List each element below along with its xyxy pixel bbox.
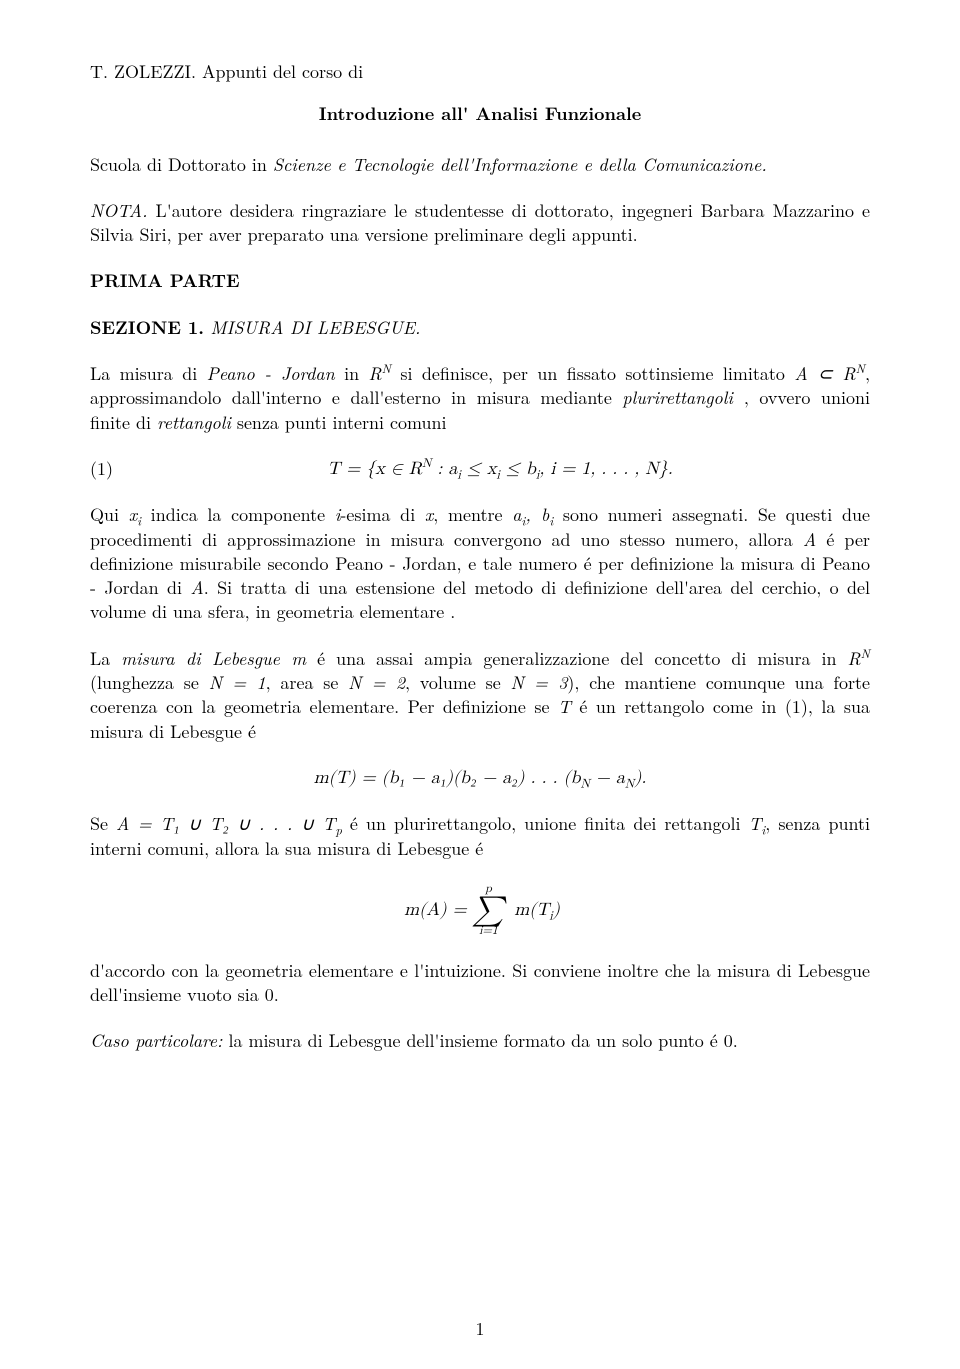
p6-a: Caso particolare: (90, 1028, 223, 1053)
equation-3: m(A) = p ∑ i=1 m(Ti) (90, 883, 870, 937)
eq1-number: (1) (90, 457, 130, 481)
p1-i: senza punti interni comuni (231, 410, 447, 435)
p1-h: rettangoli (157, 410, 231, 435)
rn-2: RN (848, 646, 870, 671)
paragraph-2: Qui xi indica la componente i-esima di x… (90, 503, 870, 624)
p1-c: in (335, 361, 369, 386)
author-line-rest: Appunti del corso di (202, 59, 363, 84)
p3-i: N = 3 (511, 670, 568, 695)
p3-e: N = 1 (209, 670, 266, 695)
p2-d: -esima di (340, 502, 425, 527)
p2-b: indica la componente (141, 502, 335, 527)
prima-parte-heading: PRIMA PARTE (90, 269, 870, 293)
p3-g: N = 2 (348, 670, 405, 695)
section-name: MISURA DI LEBESGUE. (204, 315, 420, 340)
subtitle: Scuola di Dottorato in Scienze e Tecnolo… (90, 153, 870, 177)
p3-k: T (558, 694, 571, 719)
sum-upper: p (473, 883, 505, 895)
p2-h: A (803, 527, 816, 552)
subtitle-italic: Scienze e Tecnologie dell'Informazione e… (273, 152, 767, 177)
nota-paragraph: NOTA. L'autore desidera ringraziare le s… (90, 199, 870, 248)
p3-c: é una assai ampia generalizzazione del c… (306, 646, 847, 671)
p1-f: plurirettangoli (622, 385, 743, 410)
p2-a: Qui (90, 502, 129, 527)
p1-b: Peano - Jordan (207, 361, 335, 386)
p4-b: A = T₁ ∪ T₂ ∪ . . . ∪ Tp (116, 811, 342, 836)
p3-h: , volume se (405, 670, 511, 695)
p3-f: , area se (266, 670, 349, 695)
equation-2: m(T) = (b₁ − a₁)(b₂ − a₂) . . . (bN − aN… (90, 766, 870, 790)
p2-j: . Si tratta di una estensione del metodo… (90, 575, 870, 624)
eq3-lhs: m(A) = (404, 898, 466, 922)
p2-h2: A (190, 575, 203, 600)
p3-a: La (90, 646, 121, 671)
p6-b: la misura di Lebesgue dell'insieme forma… (223, 1028, 738, 1053)
page-number: 1 (0, 1317, 960, 1341)
page-container: T. ZOLEZZI. Appunti del corso di Introdu… (0, 0, 960, 1369)
nota-label: NOTA. (90, 198, 148, 223)
author-line: T. ZOLEZZI. Appunti del corso di (90, 60, 870, 84)
paragraph-5: d'accordo con la geometria elementare e … (90, 959, 870, 1008)
paragraph-3: La misura di Lebesgue m é una assai ampi… (90, 647, 870, 744)
author-name: T. ZOLEZZI. (90, 59, 202, 84)
rn-1: RN (369, 361, 391, 386)
subtitle-prefix: Scuola di Dottorato in (90, 152, 273, 177)
p1-a: La misura di (90, 361, 207, 386)
main-title: Introduzione all' Analisi Funzionale (90, 102, 870, 126)
paragraph-1: La misura di Peano - Jordan in RN si def… (90, 362, 870, 435)
sum-symbol: p ∑ i=1 (473, 883, 505, 937)
sigma-icon: ∑ (473, 895, 505, 925)
section-number: SEZIONE 1. (90, 315, 204, 340)
p3-b: misura di Lebesgue m (121, 646, 306, 671)
nota-text: L'autore desidera ringraziare le student… (90, 198, 870, 247)
paragraph-6: Caso particolare: la misura di Lebesgue … (90, 1029, 870, 1053)
xi: xi (129, 502, 141, 527)
p2-f: , mentre (433, 502, 512, 527)
p3-d: (lunghezza se (90, 670, 209, 695)
a-subset-rn: A ⊂ RN (794, 361, 865, 386)
p4-a: Se (90, 811, 116, 836)
section-title: SEZIONE 1. MISURA DI LEBESGUE. (90, 316, 870, 340)
p1-d: si definisce, per un fissato sottinsieme… (391, 361, 794, 386)
eq3-rhs: m(Ti) (514, 898, 560, 922)
equation-1: (1) T = {x ∈ RN : ai ≤ xi ≤ bi, i = 1, .… (90, 457, 870, 481)
ai-bi: ai, bi (512, 502, 553, 527)
p4-c: é un plurirettangolo, unione finita dei … (342, 811, 749, 836)
eq1-body: T = {x ∈ RN : ai ≤ xi ≤ bi, i = 1, . . .… (130, 457, 870, 481)
p4-d: Ti (749, 811, 766, 836)
paragraph-4: Se A = T₁ ∪ T₂ ∪ . . . ∪ Tp é un plurire… (90, 812, 870, 861)
sum-lower: i=1 (473, 925, 505, 937)
